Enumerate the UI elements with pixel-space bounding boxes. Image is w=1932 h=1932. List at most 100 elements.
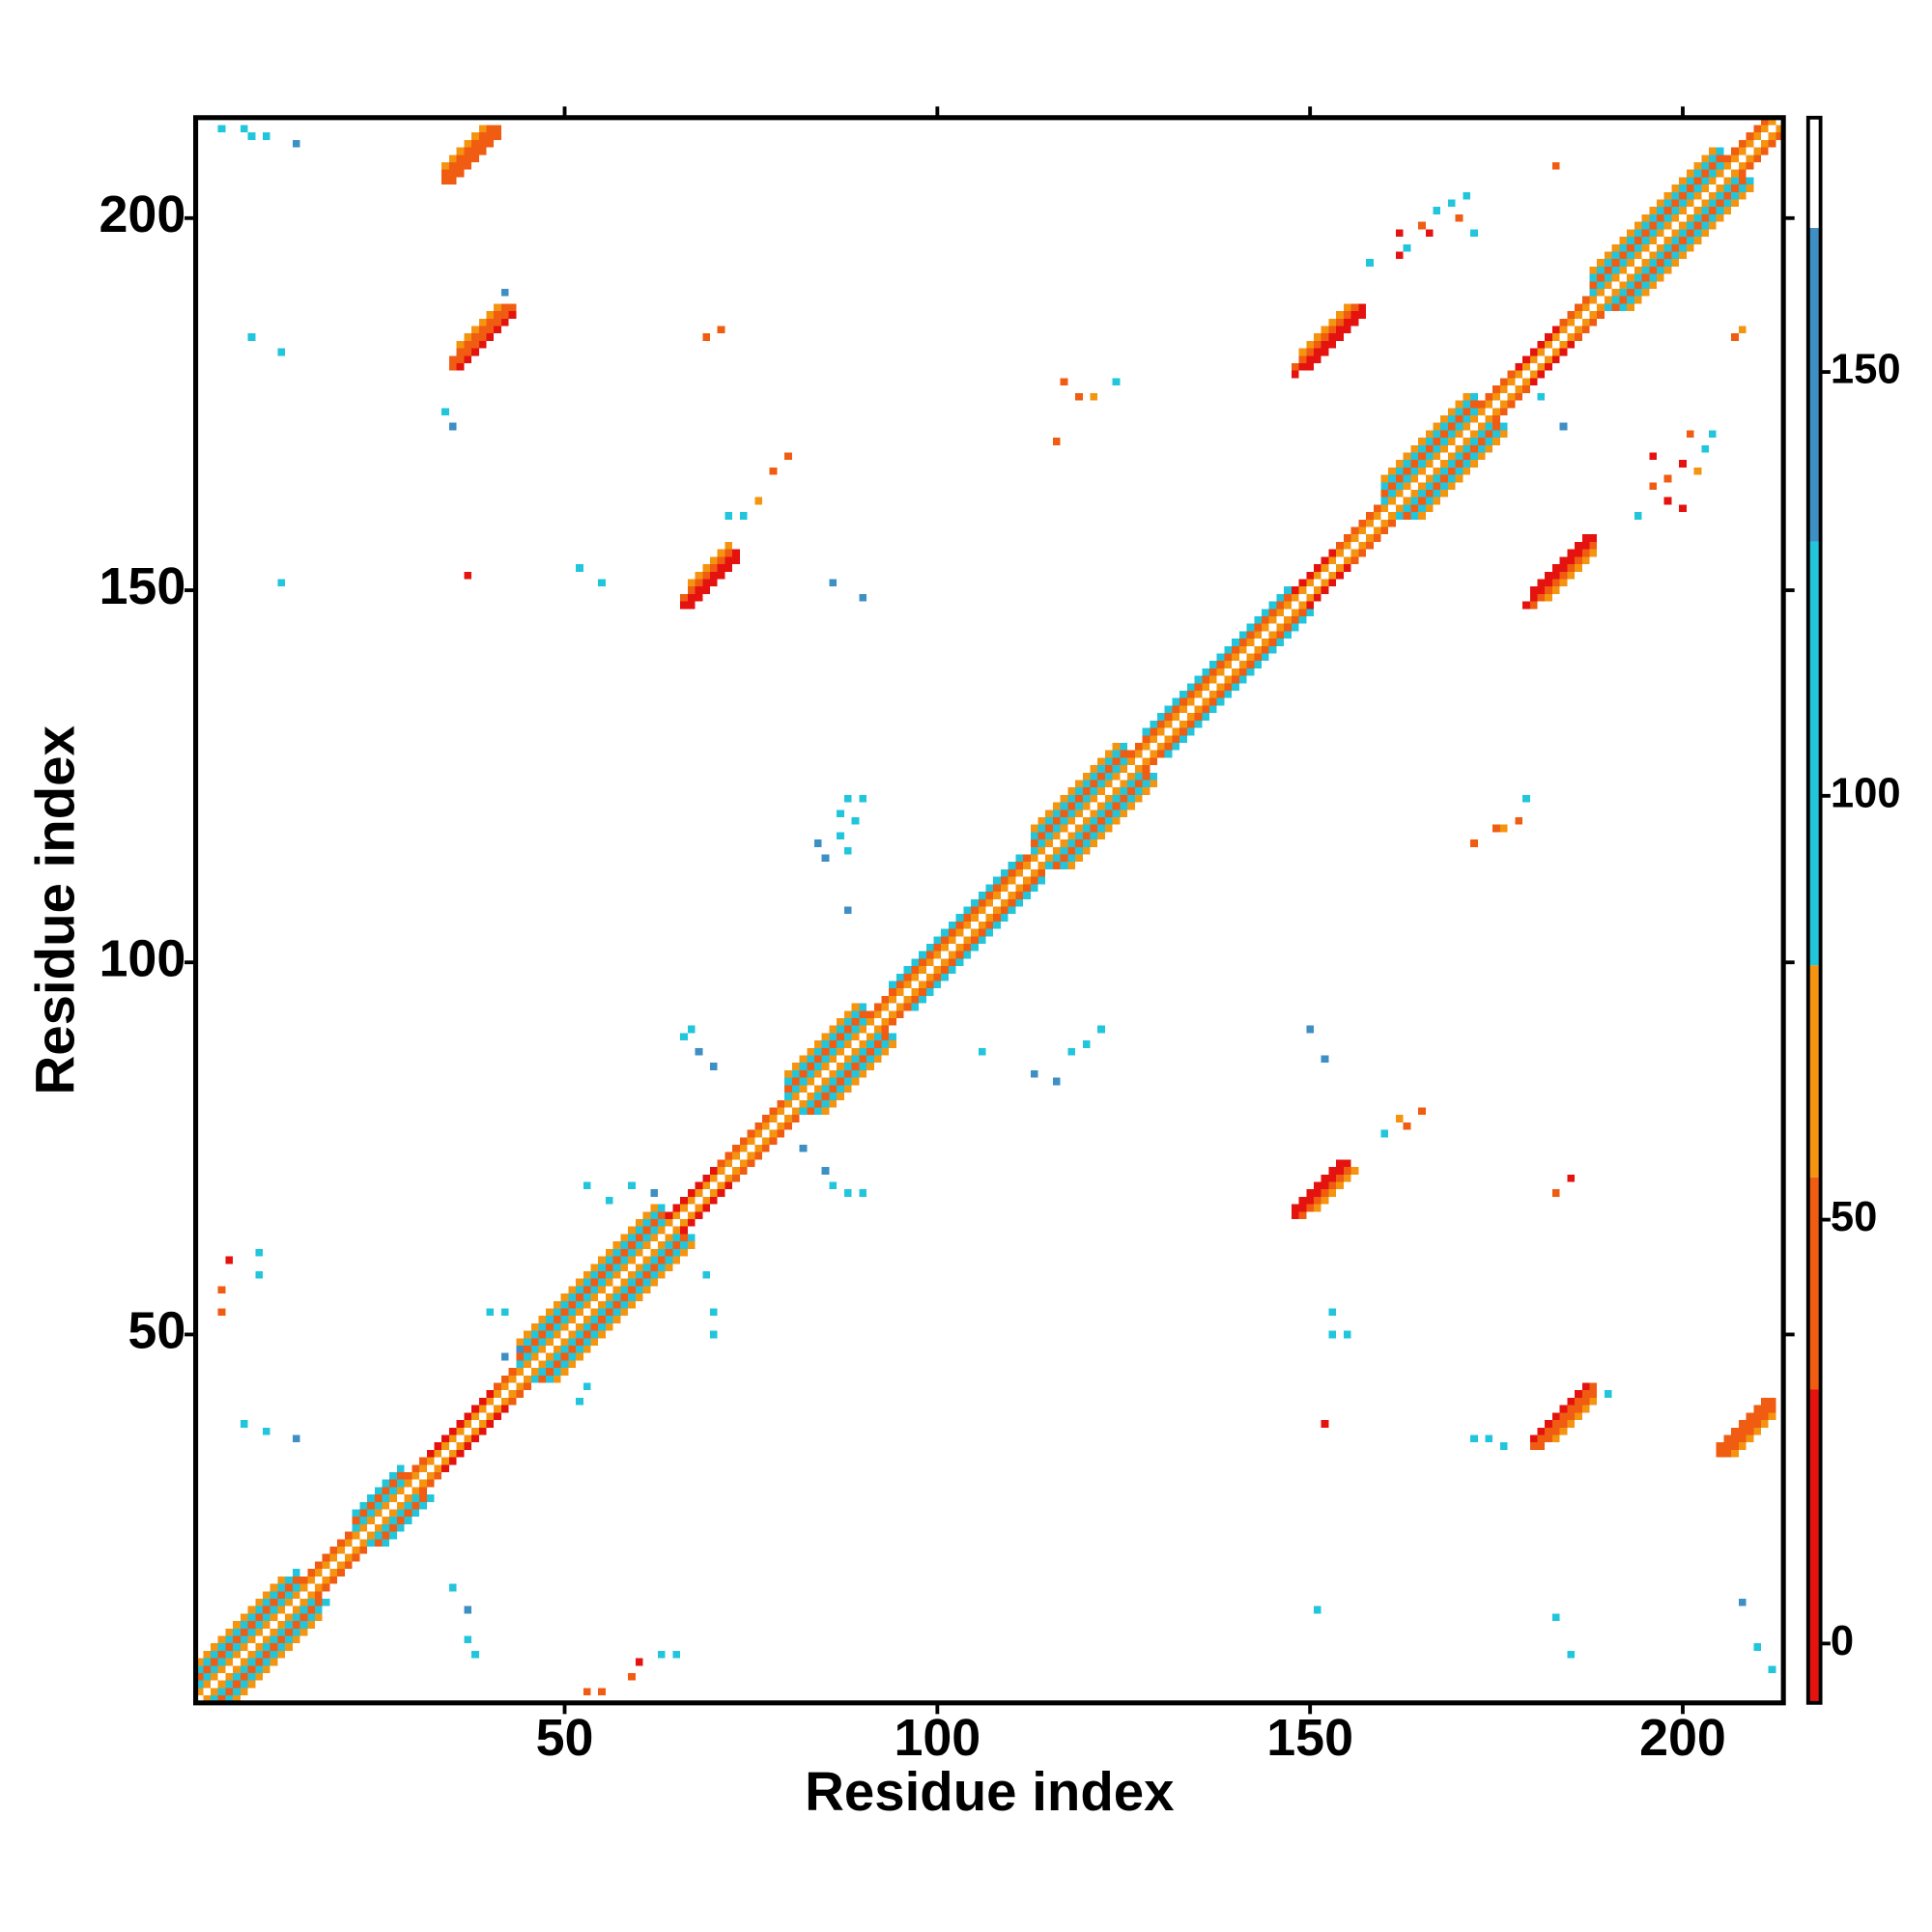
- contact-cell: [217, 125, 226, 133]
- contact-cell: [1499, 378, 1508, 386]
- contact-band-mirror: [315, 1547, 368, 1599]
- contact-cell: [1738, 1598, 1747, 1606]
- contact-band-mirror: [1492, 385, 1530, 423]
- y-tick-label: 150: [99, 557, 185, 615]
- contact-cell: [1328, 1308, 1337, 1317]
- contact-band: [516, 1204, 658, 1347]
- contact-cell: [277, 348, 286, 356]
- contact-cell: [1470, 1435, 1478, 1443]
- contact-cell: [1030, 1069, 1038, 1078]
- contact-cell: [1395, 1115, 1404, 1122]
- contact-band: [1380, 408, 1478, 505]
- colorbar-segment: [1807, 117, 1821, 228]
- colorbar-tick-label: 150: [1831, 347, 1901, 393]
- colorbar-segment: [1807, 1389, 1821, 1703]
- contact-cell: [739, 512, 748, 520]
- contact-cell: [217, 1286, 226, 1294]
- contact-band-mirror: [1627, 185, 1754, 312]
- contact-cell: [1551, 1613, 1560, 1622]
- contact-band-mirror: [1052, 772, 1151, 869]
- contact-cell: [1663, 497, 1672, 505]
- contact-cell: [680, 1033, 688, 1041]
- contact-band-mirror: [1723, 1405, 1776, 1458]
- contact-band: [352, 1479, 405, 1532]
- contact-cell: [1753, 1643, 1762, 1651]
- contact-band: [426, 1390, 495, 1458]
- contact-band: [889, 854, 1024, 989]
- contact-band-mirror: [732, 1115, 800, 1182]
- contact-cell: [1052, 438, 1061, 445]
- colorbar-segment: [1807, 1177, 1821, 1390]
- contact-cell: [576, 564, 583, 572]
- contact-cell: [292, 1435, 300, 1443]
- contact-cell: [1738, 326, 1747, 334]
- contact-band: [1030, 757, 1128, 855]
- contact-cell: [1395, 229, 1404, 238]
- contact-cell: [263, 1427, 270, 1435]
- contact-cell: [576, 1397, 583, 1406]
- contact-band-mirror: [1298, 1167, 1351, 1220]
- contact-cell: [1567, 1174, 1576, 1182]
- contact-cell: [292, 139, 300, 148]
- contact-cell: [978, 1047, 986, 1056]
- contact-cell: [717, 326, 725, 334]
- contact-cell: [1321, 1055, 1329, 1064]
- contact-cell: [1433, 207, 1441, 214]
- contact-cell: [1418, 221, 1426, 230]
- contact-band-mirror: [1529, 541, 1598, 610]
- contact-cell: [240, 1420, 248, 1428]
- contact-cell: [1686, 430, 1694, 439]
- contact-band: [448, 303, 517, 371]
- contact-cell: [582, 1688, 591, 1696]
- contact-cell: [769, 467, 778, 475]
- contact-band-mirror: [367, 1494, 420, 1548]
- contact-band-mirror: [441, 1405, 509, 1472]
- contact-cell: [500, 1308, 509, 1317]
- contact-band: [299, 1531, 353, 1584]
- contact-cell: [1649, 452, 1657, 461]
- contact-cell: [1060, 378, 1068, 386]
- contact-cell: [1499, 824, 1508, 833]
- contact-cell: [1492, 824, 1500, 833]
- contact-cell: [657, 1650, 666, 1659]
- contact-band-mirror: [1164, 609, 1315, 758]
- contact-band: [1589, 162, 1724, 297]
- contact-cell: [1768, 1665, 1776, 1674]
- contact-band-mirror: [1738, 132, 1784, 178]
- contact-band: [784, 1003, 867, 1086]
- x-axis-title: Residue index: [805, 1761, 1174, 1822]
- contact-band-mirror: [1350, 519, 1396, 565]
- contact-cell: [1463, 191, 1471, 200]
- contact-cell: [464, 1635, 472, 1644]
- contact-cell: [247, 333, 256, 341]
- contact-cell: [821, 854, 830, 863]
- contact-cell: [1306, 1025, 1315, 1034]
- contact-cell: [598, 579, 606, 587]
- contact-cell: [1425, 229, 1434, 238]
- contact-cell: [486, 1308, 495, 1317]
- contact-cell: [829, 1181, 838, 1190]
- contact-cell: [582, 1382, 591, 1391]
- contact-cell: [635, 1658, 643, 1666]
- contact-band: [404, 1457, 427, 1480]
- contact-cell: [1052, 1077, 1061, 1086]
- contact-band-mirror: [210, 1598, 316, 1703]
- contact-cell: [687, 1025, 696, 1034]
- contact-cell: [1634, 512, 1642, 520]
- contact-band-mirror: [807, 1033, 890, 1116]
- contact-cell: [1314, 1605, 1321, 1614]
- contact-cell: [814, 839, 822, 847]
- contact-band-mirror: [1522, 534, 1598, 610]
- contact-band-mirror: [382, 1494, 435, 1548]
- contact-cell: [702, 333, 710, 341]
- contact-band-mirror: [814, 1033, 896, 1116]
- contact-cell: [1649, 482, 1657, 491]
- contact-band-mirror: [1529, 1382, 1598, 1450]
- contact-cell: [1559, 422, 1568, 431]
- contact-cell: [1447, 199, 1456, 208]
- contact-cell: [843, 846, 852, 855]
- contact-band: [1380, 392, 1478, 491]
- contact-band: [1291, 303, 1359, 371]
- contact-cell: [1321, 1420, 1329, 1428]
